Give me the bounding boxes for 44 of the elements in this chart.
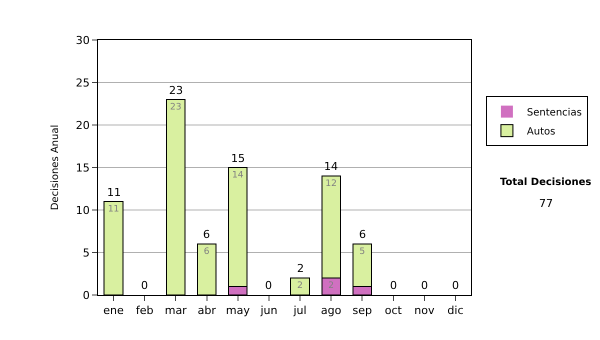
total-label: 11 xyxy=(107,186,121,199)
total-label: 6 xyxy=(359,228,366,241)
total-label: 23 xyxy=(169,84,183,97)
text: Total Decisiones xyxy=(500,177,592,188)
y-axis-title: Decisiones Anual xyxy=(50,124,61,210)
total-label: 2 xyxy=(297,262,304,275)
x-tick-label: jun xyxy=(259,304,278,318)
y-tick-label: 25 xyxy=(76,76,90,90)
x-tick-label: may xyxy=(226,304,250,318)
data-label: 12 xyxy=(325,179,337,189)
x-tick-label: nov xyxy=(414,304,435,318)
total-label: 6 xyxy=(203,228,210,241)
x-tick-label: jul xyxy=(292,304,307,318)
total-label: 0 xyxy=(265,279,272,292)
y-tick-label: 5 xyxy=(82,246,90,260)
x-tick-label: mar xyxy=(164,304,188,318)
data-label: 14 xyxy=(232,170,244,180)
y-tick-label: 0 xyxy=(82,288,90,302)
y-tick-label: 30 xyxy=(76,34,90,47)
legend-label: Autos xyxy=(526,126,556,138)
x-tick-label: oct xyxy=(384,304,403,318)
x-tick-label: dic xyxy=(447,304,464,318)
x-tick-label: ene xyxy=(103,304,124,318)
y-tick-label: 10 xyxy=(76,204,90,217)
total-label: 15 xyxy=(231,152,245,165)
total-label: 0 xyxy=(141,279,148,292)
x-tick-label: feb xyxy=(136,304,154,318)
total-label: 14 xyxy=(324,160,338,173)
data-label: 6 xyxy=(204,247,210,257)
y-tick-label: 20 xyxy=(76,118,90,132)
legend-label: Sentencias xyxy=(526,108,582,118)
total-label: 0 xyxy=(452,279,459,292)
x-tick-label: sep xyxy=(352,304,372,318)
data-label: 2 xyxy=(297,281,303,291)
data-label: 11 xyxy=(108,204,120,214)
x-tick-label: ago xyxy=(320,304,342,318)
x-tick-label: abr xyxy=(198,304,216,318)
data-label: 5 xyxy=(359,247,366,257)
text: 77 xyxy=(539,197,553,210)
data-label: 2 xyxy=(328,281,334,291)
data-label: 23 xyxy=(170,102,182,112)
total-label: 0 xyxy=(421,279,428,292)
total-label: 0 xyxy=(390,279,397,292)
y-tick-label: 15 xyxy=(76,161,90,174)
